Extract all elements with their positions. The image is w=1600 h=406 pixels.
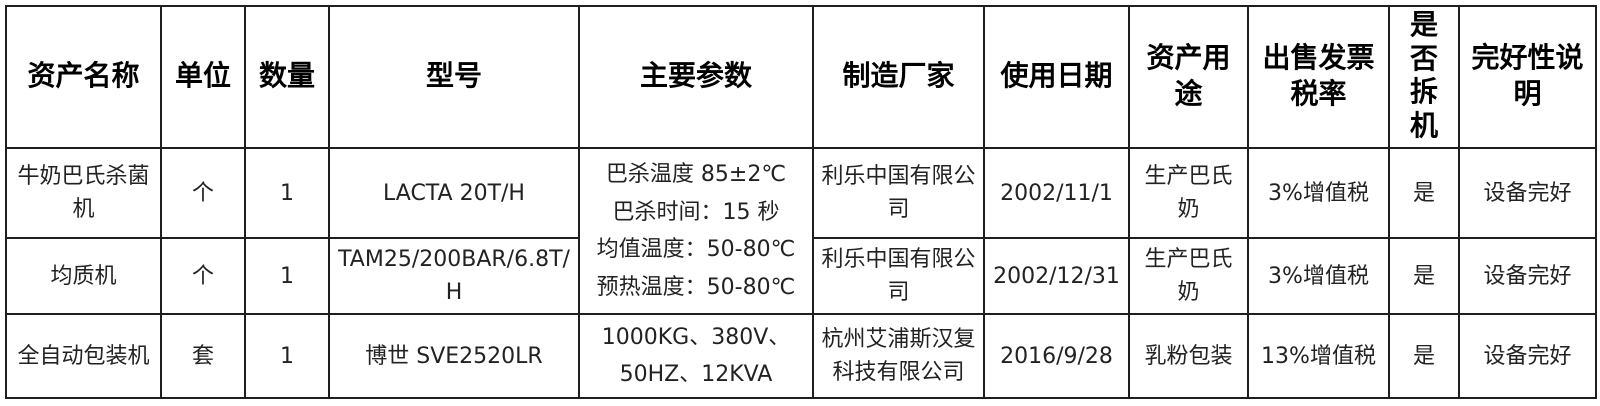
table-header-row: 资产名称 单位 数量 型号 主要参数 制造厂家 使用日期 资产用途 出售发票税率… [5,4,1597,150]
cell-tax-rate: 13%增值税 [1247,313,1390,400]
cell-condition: 设备完好 [1458,313,1597,400]
cell-model: LACTA 20T/H [328,147,580,240]
table-row: 全自动包装机 套 1 博世 SVE2520LR 1000KG、380V、 50H… [5,313,1597,400]
param-line: 预热温度：50-80℃ [596,274,796,300]
header-cell-params: 主要参数 [578,4,814,150]
cell-dismantle: 是 [1388,313,1460,400]
cell-quantity: 1 [244,313,330,400]
cell-unit: 个 [160,147,246,240]
param-line: 巴杀时间：15 秒 [612,199,780,225]
cell-asset-name: 全自动包装机 [5,313,162,400]
header-cell-quantity: 数量 [244,4,330,150]
cell-tax-rate: 3%增值税 [1247,147,1390,240]
cell-unit: 个 [160,237,246,316]
cell-condition: 设备完好 [1458,147,1597,240]
cell-model: TAM25/200BAR/6.8T/H [328,237,580,316]
cell-purpose: 生产巴氏奶 [1128,237,1249,316]
cell-params-merged: 巴杀温度 85±2℃ 巴杀时间：15 秒 均值温度：50-80℃ 预热温度：50… [578,147,814,316]
header-cell-condition: 完好性说明 [1458,4,1597,150]
cell-manufacturer: 利乐中国有限公司 [812,147,985,240]
header-cell-model: 型号 [328,4,580,150]
cell-dismantle: 是 [1388,237,1460,316]
cell-use-date: 2002/12/31 [983,237,1130,316]
header-cell-tax-rate: 出售发票税率 [1247,4,1390,150]
table-row: 牛奶巴氏杀菌机 个 1 LACTA 20T/H 巴杀温度 85±2℃ 巴杀时间：… [5,147,1597,316]
asset-table: 资产名称 单位 数量 型号 主要参数 制造厂家 使用日期 资产用途 出售发票税率… [5,4,1597,400]
cell-params: 1000KG、380V、 50HZ、12KVA [578,313,814,400]
cell-model: 博世 SVE2520LR [328,313,580,400]
cell-unit: 套 [160,313,246,400]
header-cell-dismantle: 是否拆机 [1388,4,1460,150]
cell-dismantle: 是 [1388,147,1460,240]
table-row: 均质机 个 1 TAM25/200BAR/6.8T/H 利乐中国有限公司 200… [5,237,1597,316]
header-cell-dismantle-text: 是否拆机 [1409,10,1438,142]
cell-manufacturer: 利乐中国有限公司 [812,237,985,316]
header-cell-unit: 单位 [160,4,246,150]
cell-quantity: 1 [244,147,330,240]
param-line: 1000KG、380V、 [601,324,791,350]
header-cell-manufacturer: 制造厂家 [812,4,985,150]
cell-purpose: 乳粉包装 [1128,313,1249,400]
header-cell-use-date: 使用日期 [983,4,1130,150]
header-cell-purpose: 资产用途 [1128,4,1249,150]
cell-condition: 设备完好 [1458,237,1597,316]
cell-use-date: 2016/9/28 [983,313,1130,400]
param-line: 均值温度：50-80℃ [596,237,796,263]
cell-asset-name: 牛奶巴氏杀菌机 [5,147,162,240]
header-cell-asset-name: 资产名称 [5,4,162,150]
cell-quantity: 1 [244,237,330,316]
cell-asset-name: 均质机 [5,237,162,316]
cell-purpose: 生产巴氏奶 [1128,147,1249,240]
param-line: 巴杀温度 85±2℃ [605,162,787,188]
cell-tax-rate: 3%增值税 [1247,237,1390,316]
cell-use-date: 2002/11/1 [983,147,1130,240]
cell-manufacturer: 杭州艾浦斯汉复科技有限公司 [812,313,985,400]
param-line: 50HZ、12KVA [619,362,773,388]
